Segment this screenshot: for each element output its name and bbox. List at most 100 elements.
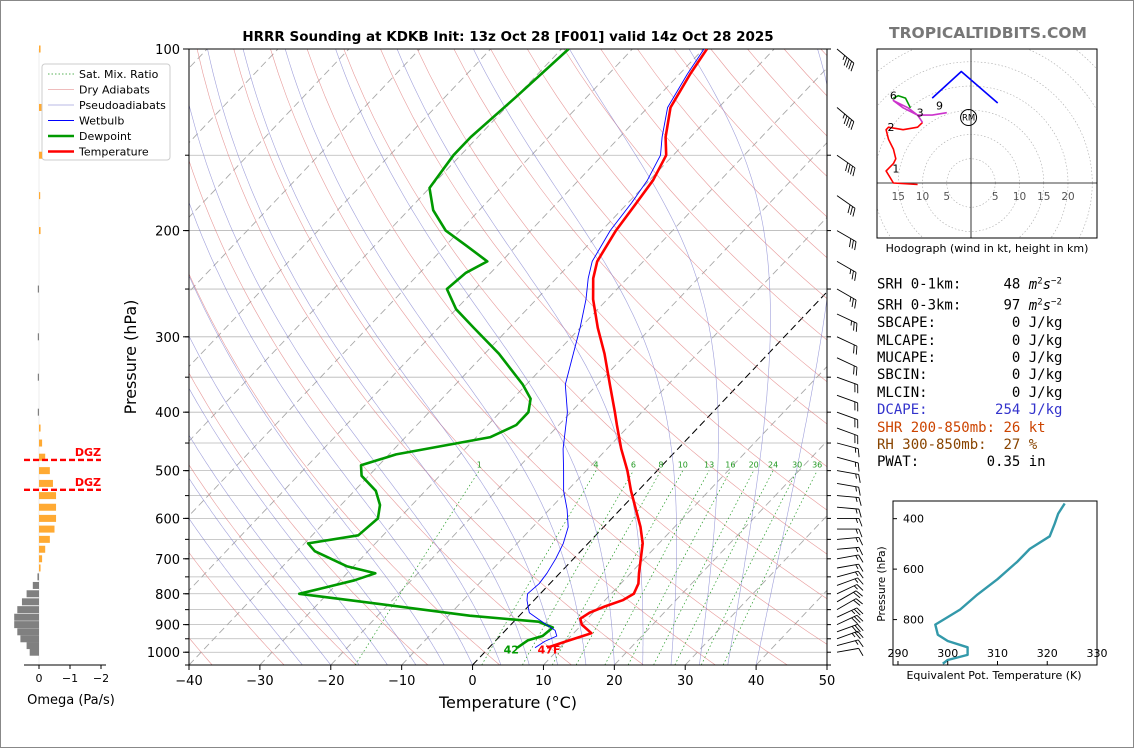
parameter-row: RH 300-850mb: 27 % [877,437,1062,454]
theta-e-line [934,502,1066,665]
wind-barb-full [843,57,848,66]
hodograph-ring-label: 5 [943,191,950,203]
wind-barb-staff [836,48,855,64]
parameter-value: 48 [1003,276,1021,293]
profile-group [297,49,708,649]
omega-bar [39,492,57,500]
wind-barb-full [855,323,858,332]
omega-bar [39,45,41,53]
wind-barb-full [851,626,858,634]
wind-barb-staff [836,427,858,437]
wind-barb-full [852,208,856,217]
surface-temperature-label: 47F [538,644,561,657]
wind-barb-staff [836,261,857,273]
mixing-ratio-line [722,470,818,665]
wind-barb-full [857,623,864,632]
temperature-line [546,49,708,649]
wind-barb-half [842,55,846,61]
parameter-value: 0 [1011,384,1021,401]
wind-barb [837,517,863,527]
omega-bar [39,503,57,511]
wind-barb [836,456,860,472]
wind-barb-half [851,610,856,615]
wind-barb-staff [836,411,858,421]
wind-barb [836,107,855,130]
wind-barb-half [855,473,857,479]
parameter-label: MUCAPE: [877,349,937,366]
wind-barb-full [853,608,861,616]
wind-barb-full [857,402,859,412]
omega-bar [39,479,53,487]
mixing-ratio-label: 16 [725,461,735,470]
omega-bar [39,564,41,572]
wind-barb-full [856,607,864,615]
wind-barb-full [858,563,864,572]
theta-e-x-label: Equivalent Pot. Temperature (K) [906,669,1081,682]
mixing-ratio-line [551,470,662,665]
parameter-row: SHR 200-850mb: 26 kt [877,420,1062,437]
mixing-ratio-label: 6 [631,461,636,470]
wind-barb-staff [836,394,858,404]
isotherm-line [189,49,704,592]
wind-barb [836,154,856,177]
parameter-label: MLCIN: [877,384,928,401]
wind-barb-full [858,554,864,563]
omega-tick-label: −1 [62,672,78,685]
pseudoadiabat [242,49,558,665]
parameter-row: PWAT: 0.35 in [877,454,1062,471]
wind-barb-full [854,272,857,281]
wind-barb-full [849,165,853,175]
wind-barb [836,495,862,506]
wind-barb-full [854,434,856,444]
wind-barb-full [854,299,857,309]
wind-barb [836,570,864,579]
wind-barb [836,427,859,445]
mixing-ratio-label: 20 [749,461,759,470]
dry-adiabat [189,159,572,665]
dry-adiabat [416,49,827,511]
wetbulb-line [526,49,705,649]
hodograph-ring-label: 15 [892,191,905,203]
wind-barb-staff [836,577,858,586]
parameter-value: 0 [1011,315,1021,332]
hodograph-inner: 15 10 5 5 10 15 20 1 2 3 6 9 RM [877,49,1097,238]
wind-barb-full [853,599,861,606]
parameter-value: 27 [1003,436,1021,453]
wind-barb [836,614,864,626]
parameter-value: 26 [1003,419,1021,436]
wind-barb-staff [836,288,857,301]
wind-barb-staff [836,554,859,560]
y-tick-label: 700 [155,553,180,568]
wind-barb-half [849,269,852,275]
hodograph-height-label: 9 [936,99,943,112]
omega-bar [26,642,39,650]
mixing-ratio-line [653,470,755,665]
parameter-unit: m2s−2 [1028,276,1062,293]
parameter-row: MLCIN: 0 J/kg [877,385,1062,402]
dry-adiabat [189,464,357,665]
wind-barb-staff [836,495,859,498]
wind-barb-half [855,555,859,560]
legend-entry: Pseudoadiabats [79,99,166,112]
wind-barb [836,411,859,429]
wind-barb-full [855,346,858,355]
wind-barb-full [854,241,857,251]
wind-barb-staff [836,376,858,386]
wind-barb-full [858,547,864,556]
omega-tick-label: 0 [36,672,43,685]
wind-barb-full [854,383,856,393]
dgz-label: DGZ [75,476,101,489]
dry-adiabat [563,49,827,341]
wind-barb-staff [836,563,859,569]
theta-e-x-tick-label: 320 [1037,647,1058,660]
parameter-unit: % [1028,436,1038,453]
wind-barb-full [858,648,864,656]
dry-adiabat [189,273,500,665]
x-tick-label: 40 [748,674,765,689]
parameter-value: 254 [995,402,1021,419]
y-tick-label: 400 [155,406,180,421]
parameter-row: MUCAPE: 0 J/kg [877,350,1062,367]
wind-barb-staff [836,614,858,626]
wind-barb-half [854,571,859,577]
wind-barb-column [836,48,864,656]
